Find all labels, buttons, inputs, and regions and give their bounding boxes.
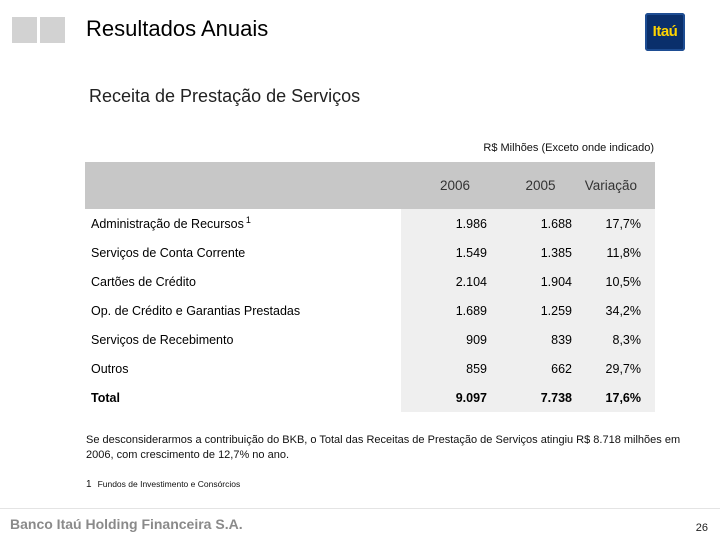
total-label: Total (91, 390, 120, 405)
total-2005: 7.738 (540, 390, 572, 405)
table-row: Serviços de Recebimento 909 839 8,3% (85, 325, 655, 354)
table-row: Op. de Crédito e Garantias Prestadas 1.6… (85, 296, 655, 325)
row-label: Cartões de Crédito (91, 274, 196, 289)
table-row: Outros 859 662 29,7% (85, 354, 655, 383)
section-subtitle: Receita de Prestação de Serviços (89, 86, 361, 106)
value-2005: 839 (551, 332, 572, 347)
value-variacao: 29,7% (605, 361, 641, 376)
revenue-table: 2006 2005 Variação Administração de Recu… (85, 162, 655, 412)
value-variacao: 8,3% (612, 332, 642, 347)
value-2005: 1.904 (540, 274, 572, 289)
decorative-squares (12, 17, 66, 43)
footer-brand: Banco Itaú Holding Financeira S.A. (10, 516, 243, 532)
value-2005: 1.259 (540, 303, 572, 318)
value-variacao: 34,2% (605, 303, 641, 318)
value-2006: 1.986 (455, 216, 487, 231)
page-title: Resultados Anuais (86, 16, 269, 41)
value-2006: 2.104 (455, 274, 487, 289)
footnote-number: 1 (86, 479, 92, 490)
footer-divider (0, 508, 720, 509)
value-2005: 662 (551, 361, 572, 376)
row-label: Op. de Crédito e Garantias Prestadas (91, 303, 301, 318)
itau-logo: Itaú (645, 13, 685, 51)
header-2005: 2005 (525, 178, 556, 193)
footnote-marker: 1 (245, 215, 251, 226)
total-variacao: 17,6% (605, 390, 641, 405)
total-2006: 9.097 (455, 390, 487, 405)
value-2006: 1.549 (455, 245, 487, 260)
table-header-row: 2006 2005 Variação (85, 162, 655, 209)
table-row: Serviços de Conta Corrente 1.549 1.385 1… (85, 238, 655, 267)
unit-note: R$ Milhões (Exceto onde indicado) (483, 142, 654, 154)
value-2006: 859 (466, 361, 487, 376)
value-variacao: 10,5% (605, 274, 641, 289)
header-variacao: Variação (584, 178, 637, 193)
row-label: Administração de Recursos 1 (91, 215, 251, 232)
total-row: Total 9.097 7.738 17,6% (85, 383, 655, 412)
explanatory-note: Se desconsiderarmos a contribuição do BK… (86, 434, 681, 461)
value-2006: 909 (466, 332, 487, 347)
row-label: Serviços de Conta Corrente (91, 245, 246, 260)
table-row: Administração de Recursos 1 1.986 1.688 1… (85, 209, 655, 238)
value-2006: 1.689 (455, 303, 487, 318)
value-2005: 1.385 (540, 245, 572, 260)
value-2005: 1.688 (540, 216, 572, 231)
header-2006: 2006 (439, 178, 471, 193)
page-number: 26 (695, 522, 708, 534)
footnote: 1 Fundos de Investimento e Consórcios (86, 479, 240, 490)
table-row: Cartões de Crédito 2.104 1.904 10,5% (85, 267, 655, 296)
value-variacao: 17,7% (605, 216, 641, 231)
row-label: Serviços de Recebimento (91, 332, 234, 347)
value-variacao: 11,8% (606, 245, 641, 260)
footnote-text: Fundos de Investimento e Consórcios (97, 479, 241, 489)
values-background (401, 209, 655, 412)
row-label: Outros (91, 361, 129, 376)
